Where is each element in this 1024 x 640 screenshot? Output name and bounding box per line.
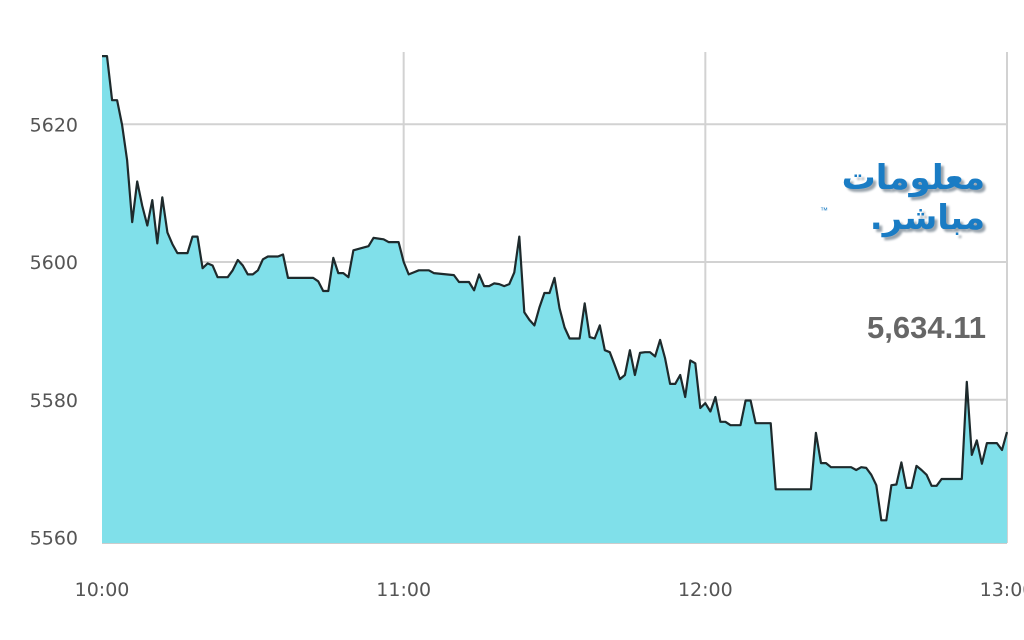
y-axis-ticks: 5560 5580 5600 5620	[30, 114, 78, 549]
y-tick-label: 5620	[30, 114, 78, 136]
x-tick-label: 13:00	[980, 579, 1024, 601]
current-index-value: 5,634.11	[867, 310, 986, 345]
price-line	[102, 55, 1009, 522]
logo-line-2: مباشر.	[869, 198, 985, 238]
y-tick-label: 5600	[30, 252, 78, 274]
y-tick-label: 5560	[30, 527, 78, 549]
price-area-fill	[102, 56, 1007, 543]
x-tick-label: 11:00	[376, 579, 431, 601]
x-tick-label: 10:00	[75, 579, 130, 601]
trademark-symbol: ™	[820, 206, 828, 215]
x-axis-ticks: 10:00 11:00 12:00 13:00	[75, 579, 1024, 601]
mubasher-logo: معلومات مباشر.	[815, 158, 985, 238]
x-tick-label: 12:00	[678, 579, 733, 601]
logo-line-1: معلومات	[841, 158, 985, 198]
y-tick-label: 5580	[30, 390, 78, 412]
